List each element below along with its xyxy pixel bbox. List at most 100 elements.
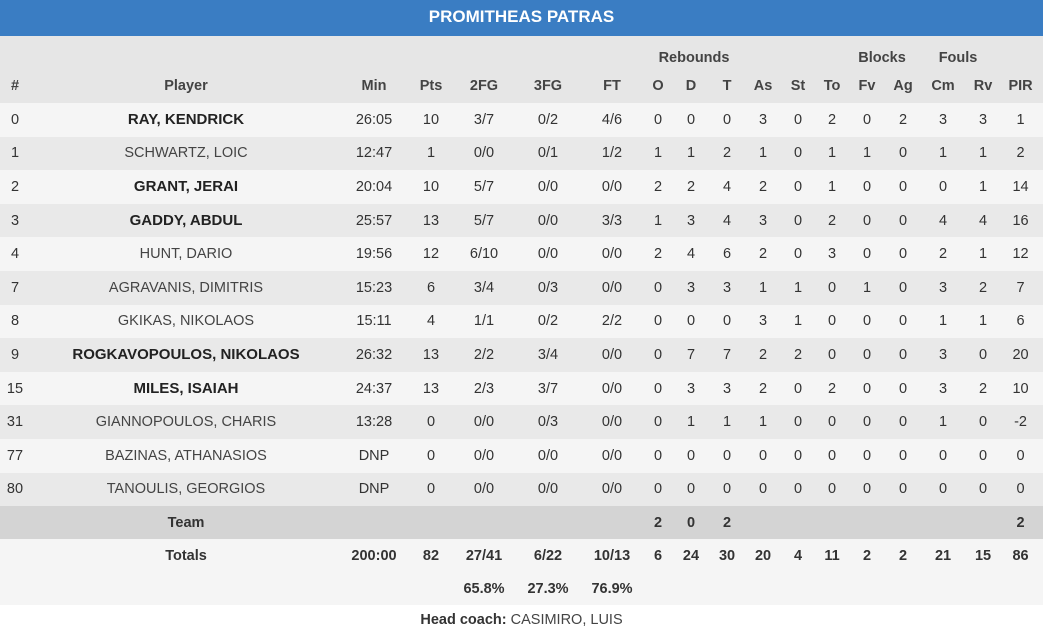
player-min: 15:23 [355,279,393,296]
player-t: 4 [722,212,732,229]
player-t: 6 [722,246,732,263]
team-pir: 2 [1016,514,1025,531]
player-o: 0 [653,414,663,431]
player-pts: 13 [422,380,440,397]
player-d: 0 [686,111,696,128]
team-offensive-rebounds: 2 [653,514,663,531]
player-ag: 0 [898,145,908,162]
player-name: GRANT, JERAI [133,178,239,196]
totals-pts: 82 [422,548,440,565]
player-rv: 1 [978,145,988,162]
player-fg3: 0/0 [537,212,559,229]
totals-row: Totals 200:00 82 27/41 6/22 10/13 6 24 3… [0,539,1043,574]
player-to: 2 [827,380,837,397]
player-to: 0 [827,346,837,363]
totals-o: 6 [653,548,663,565]
player-as: 2 [758,346,768,363]
player-t: 4 [722,178,732,195]
player-to: 1 [827,145,837,162]
player-cm: 0 [938,481,948,498]
player-d: 4 [686,246,696,263]
player-o: 2 [653,178,663,195]
player-ag: 0 [898,313,908,330]
player-as: 1 [758,145,768,162]
team-name: PROMITHEAS PATRAS [428,7,615,26]
column-header-min: Min [361,77,387,94]
player-d: 0 [686,481,696,498]
player-as: 1 [758,279,768,296]
head-coach-line: Head coach: CASIMIRO, LUIS [0,605,1043,636]
player-row: 7 AGRAVANIS, DIMITRIS 15:23 6 3/4 0/3 0/0 0 3 3 1 1… [0,270,1043,305]
player-rv: 4 [978,212,988,229]
player-ag: 0 [898,414,908,431]
player-ag: 0 [898,346,908,363]
player-pir: 0 [1016,481,1025,498]
player-as: 2 [758,380,768,397]
player-fg2: 3/4 [473,279,495,296]
player-ft: 0/0 [601,481,623,498]
player-fv: 0 [862,178,872,195]
player-fv: 0 [862,346,872,363]
pct-3fg: 27.3% [527,581,569,598]
totals-d: 24 [682,548,700,565]
totals-pir: 86 [1012,548,1029,565]
player-fg3: 0/3 [537,414,559,431]
player-ft: 0/0 [601,414,623,431]
player-d: 2 [686,178,696,195]
player-rv: 1 [978,246,988,263]
player-st: 1 [793,313,803,330]
player-num: 7 [10,279,20,296]
player-d: 1 [686,414,696,431]
column-header-pir: PIR [1008,77,1033,94]
player-to: 1 [827,178,837,195]
player-o: 0 [653,279,663,296]
player-rv: 0 [978,447,988,464]
player-ag: 2 [898,111,908,128]
player-to: 2 [827,111,837,128]
player-ft: 0/0 [601,447,623,464]
player-as: 2 [758,178,768,195]
box-score-table: Rebounds Blocks Fouls # Player Min Pts 2FG 3F… [0,36,1043,606]
player-pts: 0 [426,447,436,464]
player-to: 3 [827,246,837,263]
player-rv: 2 [978,279,988,296]
totals-t: 30 [718,548,736,565]
player-pts: 13 [422,212,440,229]
player-num: 8 [10,313,20,330]
player-name: AGRAVANIS, DIMITRIS [108,279,264,296]
player-as: 0 [758,447,768,464]
player-ft: 1/2 [601,145,623,162]
player-cm: 4 [938,212,948,229]
pct-2fg: 65.8% [463,581,505,598]
player-fg3: 0/3 [537,279,559,296]
player-rv: 2 [978,380,988,397]
player-t: 3 [722,380,732,397]
player-pts: 12 [422,246,440,263]
player-st: 0 [793,447,803,464]
player-num: 0 [10,111,20,128]
player-cm: 2 [938,246,948,263]
player-row: 31 GIANNOPOULOS, CHARIS 13:28 0 0/0 0/3 0/0 0 1 1… [0,405,1043,439]
player-rv: 3 [978,111,988,128]
player-ag: 0 [898,279,908,296]
player-fg2: 3/7 [473,111,495,128]
player-pir: 7 [1016,279,1025,296]
player-min: 24:37 [355,380,393,397]
column-header-ft: FT [603,77,621,94]
player-fg2: 0/0 [473,481,495,498]
column-header-as: As [753,77,773,94]
totals-to: 11 [824,548,840,565]
player-fv: 0 [862,313,872,330]
player-o: 0 [653,313,663,330]
column-header-rv: Rv [973,77,993,94]
totals-fv: 2 [862,548,872,565]
player-fg3: 3/7 [537,380,559,397]
column-header-to: To [823,77,841,94]
player-t: 1 [722,414,732,431]
player-name: GADDY, ABDUL [129,212,243,230]
player-t: 0 [722,447,732,464]
player-row: 2 GRANT, JERAI 20:04 10 5/7 0/0 0/0 2 2 4 2 0 1 0 0 0 1 1… [0,170,1043,204]
player-st: 0 [793,380,803,397]
player-num: 1 [10,145,20,162]
player-ag: 0 [898,178,908,195]
